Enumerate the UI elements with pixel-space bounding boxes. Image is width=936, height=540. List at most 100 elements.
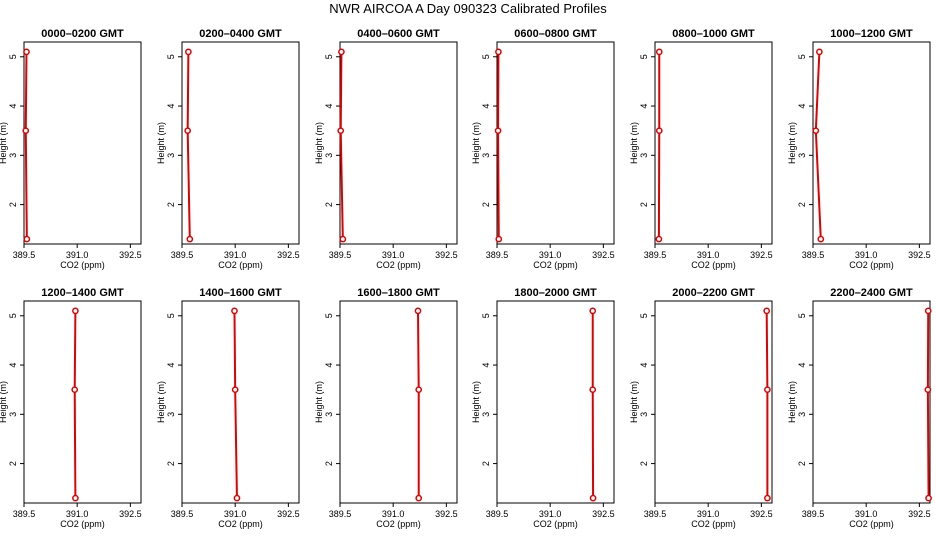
x-tick-label: 391.0 bbox=[66, 250, 89, 260]
x-tick-label: 389.5 bbox=[644, 250, 667, 260]
x-axis-label: CO2 (ppm) bbox=[533, 260, 578, 270]
y-tick-label: 4 bbox=[797, 363, 807, 368]
x-tick-label: 389.5 bbox=[13, 250, 36, 260]
y-tick-label: 5 bbox=[8, 313, 18, 318]
plot-frame bbox=[181, 41, 300, 245]
data-point bbox=[817, 235, 825, 243]
panel-title: 0800–1000 GMT bbox=[672, 28, 755, 40]
data-point bbox=[655, 127, 663, 135]
y-tick-label: 4 bbox=[166, 104, 176, 109]
x-axis-label: CO2 (ppm) bbox=[60, 260, 105, 270]
profile-line bbox=[24, 51, 28, 240]
y-tick-label: 4 bbox=[481, 363, 491, 368]
profile-panel: 1000–1200 GMT 389.5 391.0 392.5 CO2 (ppm) 2 3 4… bbox=[787, 28, 931, 270]
y-tick-label: 3 bbox=[481, 412, 491, 417]
y-tick-label: 3 bbox=[166, 153, 176, 158]
data-point bbox=[186, 235, 194, 243]
y-axis-label: Height (m) bbox=[471, 122, 481, 164]
x-tick-label: 391.0 bbox=[539, 509, 562, 519]
profile-panel: 2200–2400 GMT 389.5 391.0 392.5 CO2 (ppm) 2 3 4… bbox=[787, 287, 932, 529]
data-point bbox=[494, 127, 502, 135]
y-tick-label: 2 bbox=[324, 461, 334, 466]
y-tick-label: 4 bbox=[324, 363, 334, 368]
data-point bbox=[184, 127, 192, 135]
data-point bbox=[495, 48, 502, 56]
y-tick-label: 5 bbox=[481, 313, 491, 318]
panel-title: 2200–2400 GMT bbox=[830, 287, 913, 299]
profile-panel: 0800–1000 GMT 389.5 391.0 392.5 CO2 (ppm) 2 3 4… bbox=[629, 28, 773, 270]
y-tick-label: 4 bbox=[8, 104, 18, 109]
data-point bbox=[495, 235, 503, 243]
data-point bbox=[23, 48, 30, 56]
data-point bbox=[23, 235, 31, 243]
plot-frame bbox=[496, 41, 615, 245]
x-tick-label: 392.5 bbox=[277, 509, 300, 519]
profile-line bbox=[73, 310, 77, 499]
y-tick-label: 3 bbox=[639, 153, 649, 158]
y-axis-label: Height (m) bbox=[0, 381, 8, 423]
y-tick-label: 3 bbox=[639, 412, 649, 417]
data-point bbox=[339, 235, 347, 243]
y-tick-label: 5 bbox=[797, 54, 807, 59]
y-axis-label: Height (m) bbox=[156, 381, 166, 423]
profile-panel: 1200–1400 GMT 389.5 391.0 392.5 CO2 (ppm) 2 3 4… bbox=[0, 287, 142, 529]
x-tick-label: 392.5 bbox=[119, 509, 142, 519]
x-tick-label: 389.5 bbox=[802, 509, 825, 519]
y-tick-label: 2 bbox=[797, 202, 807, 207]
y-tick-label: 3 bbox=[324, 153, 334, 158]
x-axis-label: CO2 (ppm) bbox=[849, 260, 894, 270]
data-point bbox=[589, 494, 597, 502]
y-tick-label: 4 bbox=[639, 104, 649, 109]
plot-frame bbox=[654, 41, 773, 245]
panel-title: 0600–0800 GMT bbox=[514, 28, 597, 40]
x-axis-label: CO2 (ppm) bbox=[849, 519, 894, 529]
y-tick-label: 3 bbox=[324, 412, 334, 417]
y-tick-label: 4 bbox=[639, 363, 649, 368]
profile-line bbox=[926, 310, 930, 499]
data-point bbox=[924, 307, 932, 315]
x-tick-label: 392.5 bbox=[277, 250, 300, 260]
data-point bbox=[925, 494, 932, 502]
y-axis-label: Height (m) bbox=[629, 122, 639, 164]
x-axis-label: CO2 (ppm) bbox=[376, 260, 421, 270]
profile-panel: 0000–0200 GMT 389.5 391.0 392.5 CO2 (ppm) 2 3 4… bbox=[0, 28, 142, 270]
y-tick-label: 5 bbox=[797, 313, 807, 318]
y-tick-label: 5 bbox=[639, 313, 649, 318]
y-tick-label: 2 bbox=[797, 461, 807, 466]
x-tick-label: 391.0 bbox=[855, 250, 878, 260]
data-point bbox=[337, 127, 345, 135]
panel-title: 0200–0400 GMT bbox=[199, 28, 282, 40]
y-axis-label: Height (m) bbox=[0, 122, 8, 164]
data-point bbox=[764, 494, 771, 502]
x-tick-label: 392.5 bbox=[908, 250, 931, 260]
y-axis-label: Height (m) bbox=[314, 381, 324, 423]
data-point bbox=[415, 494, 423, 502]
data-point bbox=[231, 386, 239, 394]
x-tick-label: 391.0 bbox=[224, 250, 247, 260]
y-tick-label: 2 bbox=[324, 202, 334, 207]
x-tick-label: 392.5 bbox=[435, 509, 458, 519]
panel-title: 1600–1800 GMT bbox=[357, 287, 440, 299]
profile-panel: 1800–2000 GMT 389.5 391.0 392.5 CO2 (ppm) 2 3 4… bbox=[471, 287, 615, 529]
x-tick-label: 389.5 bbox=[171, 250, 194, 260]
x-tick-label: 389.5 bbox=[802, 250, 825, 260]
y-axis-label: Height (m) bbox=[156, 122, 166, 164]
data-point bbox=[72, 307, 79, 315]
y-axis-label: Height (m) bbox=[314, 122, 324, 164]
data-point bbox=[22, 127, 30, 135]
y-tick-label: 5 bbox=[166, 54, 176, 59]
x-axis-label: CO2 (ppm) bbox=[376, 519, 421, 529]
profile-panel: 1600–1800 GMT 389.5 391.0 392.5 CO2 (ppm) 2 3 4… bbox=[314, 287, 458, 529]
y-axis-label: Height (m) bbox=[629, 381, 639, 423]
y-tick-label: 3 bbox=[166, 412, 176, 417]
data-point bbox=[414, 307, 422, 315]
y-tick-label: 5 bbox=[166, 313, 176, 318]
x-tick-label: 389.5 bbox=[329, 250, 352, 260]
profile-line bbox=[339, 51, 344, 240]
x-tick-label: 391.0 bbox=[382, 509, 405, 519]
data-point bbox=[233, 494, 241, 502]
y-tick-label: 5 bbox=[8, 54, 18, 59]
y-tick-label: 4 bbox=[481, 104, 491, 109]
y-tick-label: 4 bbox=[166, 363, 176, 368]
